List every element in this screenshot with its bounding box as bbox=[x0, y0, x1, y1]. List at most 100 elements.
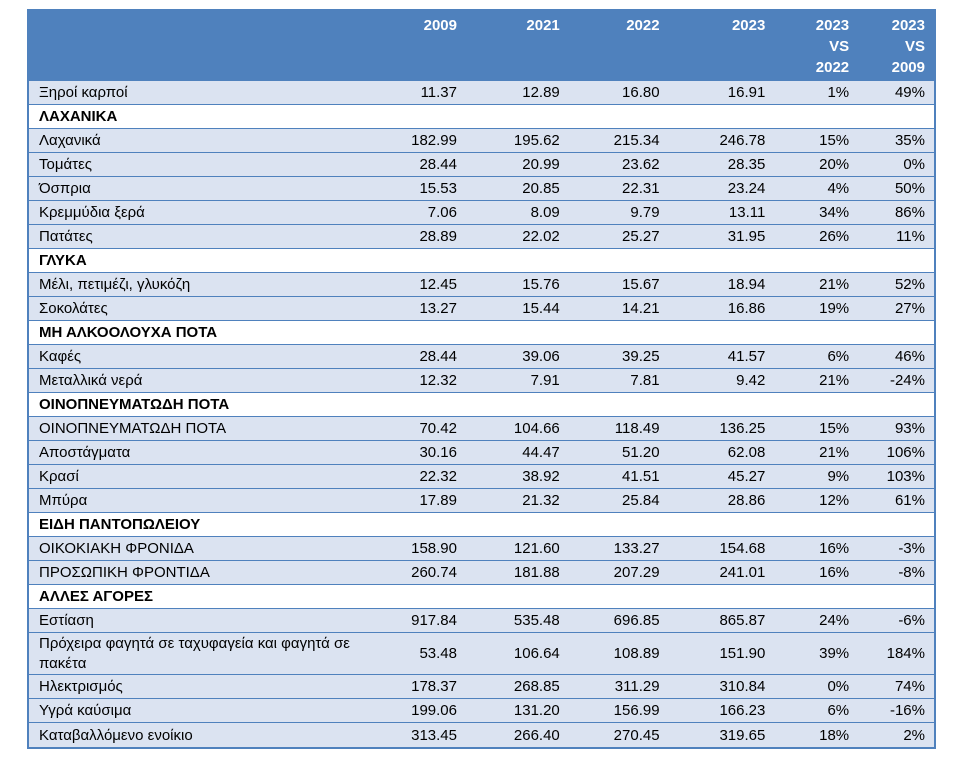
value-2022-cell: 696.85 bbox=[613, 612, 660, 629]
category-label: ΜΗ ΑΛΚΟΟΛΟΥΧΑ ΠΟΤΑ bbox=[39, 324, 218, 341]
value-2023-cell: 62.08 bbox=[727, 444, 766, 461]
value-2009-cell: 13.27 bbox=[419, 300, 457, 317]
value-2009-cell: 12.32 bbox=[419, 372, 457, 389]
change-2023-vs-2022-cell: 26% bbox=[819, 228, 850, 245]
value-2022-cell: 39.25 bbox=[622, 348, 660, 365]
header-2023-vs-2022: 2023 VS 2022 bbox=[815, 17, 850, 76]
change-2023-vs-2022-cell: 20% bbox=[819, 156, 850, 173]
value-2022-cell: 156.99 bbox=[613, 702, 660, 719]
empty-cell bbox=[669, 585, 775, 608]
empty-cell bbox=[669, 105, 775, 128]
value-2009-cell: 313.45 bbox=[411, 726, 457, 744]
change-2023-vs-2009-cell: -24% bbox=[889, 372, 925, 389]
empty-cell bbox=[466, 393, 569, 416]
empty-cell bbox=[669, 321, 775, 344]
value-2021-cell: 181.88 bbox=[513, 564, 560, 581]
table-header-row: 2009 2021 2022 2023 2023 VS 2022 2023 VS… bbox=[29, 11, 934, 81]
table-row: ΟΙΝΟΠΝΕΥΜΑΤΩΔΗ ΠΟΤΑ 70.42 104.66 118.49 136.… bbox=[29, 417, 934, 441]
change-2023-vs-2022-cell: 4% bbox=[827, 180, 850, 197]
value-2023-cell: 41.57 bbox=[727, 348, 766, 365]
empty-cell bbox=[466, 105, 569, 128]
empty-cell bbox=[774, 393, 858, 416]
header-2021: 2021 bbox=[526, 17, 560, 34]
table-row: Εστίαση 917.84 535.48 696.85 865.87 24% -6% bbox=[29, 609, 934, 633]
value-2009-cell: 28.89 bbox=[419, 228, 457, 245]
value-2023-cell: 136.25 bbox=[719, 420, 766, 437]
category-row: ΓΛΥΚΑ bbox=[29, 249, 934, 273]
category-row: ΜΗ ΑΛΚΟΟΛΟΥΧΑ ΠΟΤΑ bbox=[29, 321, 934, 345]
value-2022-cell: 25.84 bbox=[622, 492, 660, 509]
value-2023-cell: 16.91 bbox=[727, 84, 766, 101]
row-label: Μέλι, πετιμέζι, γλυκόζη bbox=[39, 276, 191, 293]
value-2021-cell: 21.32 bbox=[522, 492, 560, 509]
row-label: Όσπρια bbox=[39, 180, 91, 197]
table-row: Μπύρα 17.89 21.32 25.84 28.86 12% 61% bbox=[29, 489, 934, 513]
change-2023-vs-2009-cell: 11% bbox=[896, 228, 925, 245]
value-2009-cell: 260.74 bbox=[411, 564, 457, 581]
change-2023-vs-2022-cell: 39% bbox=[819, 645, 850, 662]
row-label: Ξηροί καρποί bbox=[39, 84, 128, 101]
change-2023-vs-2022-cell: 24% bbox=[819, 612, 850, 629]
value-2021-cell: 535.48 bbox=[513, 612, 560, 629]
empty-cell bbox=[858, 393, 934, 416]
value-2022-cell: 7.81 bbox=[630, 372, 660, 389]
change-2023-vs-2022-cell: 19% bbox=[819, 300, 850, 317]
row-label: Μεταλλικά νερά bbox=[39, 372, 143, 389]
empty-cell bbox=[466, 585, 569, 608]
data-table: 2009 2021 2022 2023 2023 VS 2022 2023 VS… bbox=[27, 9, 936, 749]
value-2022-cell: 118.49 bbox=[614, 420, 660, 437]
row-label: Καφές bbox=[39, 348, 82, 365]
row-label: Λαχανικά bbox=[39, 132, 101, 149]
category-row: ΛΑΧΑΝΙΚΑ bbox=[29, 105, 934, 129]
empty-cell bbox=[569, 393, 669, 416]
value-2009-cell: 70.42 bbox=[419, 420, 457, 437]
empty-cell bbox=[569, 513, 669, 536]
value-2021-cell: 15.44 bbox=[522, 300, 560, 317]
value-2009-cell: 199.06 bbox=[411, 702, 457, 719]
change-2023-vs-2009-cell: 0% bbox=[903, 156, 925, 173]
category-label: ΛΑΧΑΝΙΚΑ bbox=[39, 108, 118, 125]
value-2021-cell: 12.89 bbox=[522, 84, 560, 101]
value-2022-cell: 207.29 bbox=[613, 564, 660, 581]
value-2021-cell: 39.06 bbox=[522, 348, 560, 365]
change-2023-vs-2009-cell: 86% bbox=[894, 204, 925, 221]
row-label: ΟΙΚΟΚΙΑΚΗ ΦΡΟΝΙΔΑ bbox=[39, 540, 194, 557]
value-2022-cell: 108.89 bbox=[613, 645, 660, 662]
table-row: ΟΙΚΟΚΙΑΚΗ ΦΡΟΝΙΔΑ 158.90 121.60 133.27 154.6… bbox=[29, 537, 934, 561]
change-2023-vs-2009-cell: 49% bbox=[894, 84, 925, 101]
value-2022-cell: 22.31 bbox=[622, 180, 660, 197]
empty-cell bbox=[669, 513, 775, 536]
row-label: Αποστάγματα bbox=[39, 444, 131, 461]
value-2021-cell: 20.99 bbox=[522, 156, 560, 173]
value-2023-cell: 319.65 bbox=[719, 726, 766, 744]
value-2023-cell: 31.95 bbox=[727, 228, 766, 245]
empty-cell bbox=[569, 105, 669, 128]
category-row: ΟΙΝΟΠΝΕΥΜΑΤΩΔΗ ΠΟΤΑ bbox=[29, 393, 934, 417]
header-2023-vs-2009: 2023 VS 2009 bbox=[891, 17, 925, 76]
table-row: Όσπρια 15.53 20.85 22.31 23.24 4% 50% bbox=[29, 177, 934, 201]
value-2021-cell: 22.02 bbox=[522, 228, 560, 245]
header-label-cell bbox=[29, 11, 373, 81]
empty-cell bbox=[774, 105, 858, 128]
table-row: Τομάτες 28.44 20.99 23.62 28.35 20% 0% bbox=[29, 153, 934, 177]
value-2023-cell: 23.24 bbox=[727, 180, 766, 197]
change-2023-vs-2009-cell: 74% bbox=[894, 678, 925, 695]
value-2022-cell: 51.20 bbox=[622, 444, 660, 461]
empty-cell bbox=[373, 585, 466, 608]
value-2022-cell: 23.62 bbox=[622, 156, 660, 173]
change-2023-vs-2009-cell: 27% bbox=[894, 300, 925, 317]
table-row: Κρασί 22.32 38.92 41.51 45.27 9% 103% bbox=[29, 465, 934, 489]
table-row: Αποστάγματα 30.16 44.47 51.20 62.08 21% 106% bbox=[29, 441, 934, 465]
row-label: Τομάτες bbox=[39, 156, 93, 173]
empty-cell bbox=[858, 513, 934, 536]
value-2022-cell: 16.80 bbox=[622, 84, 660, 101]
value-2022-cell: 311.29 bbox=[614, 678, 660, 695]
row-label: Μπύρα bbox=[39, 492, 88, 509]
empty-cell bbox=[858, 249, 934, 272]
category-label: ΟΙΝΟΠΝΕΥΜΑΤΩΔΗ ΠΟΤΑ bbox=[39, 396, 230, 413]
value-2021-cell: 15.76 bbox=[522, 276, 560, 293]
value-2021-cell: 20.85 bbox=[522, 180, 560, 197]
table-row: Καταβαλλόμενο ενοίκιο 313.45 266.40 270.45 3… bbox=[29, 723, 934, 747]
value-2022-cell: 41.51 bbox=[622, 468, 660, 485]
change-2023-vs-2009-cell: -3% bbox=[898, 540, 925, 557]
